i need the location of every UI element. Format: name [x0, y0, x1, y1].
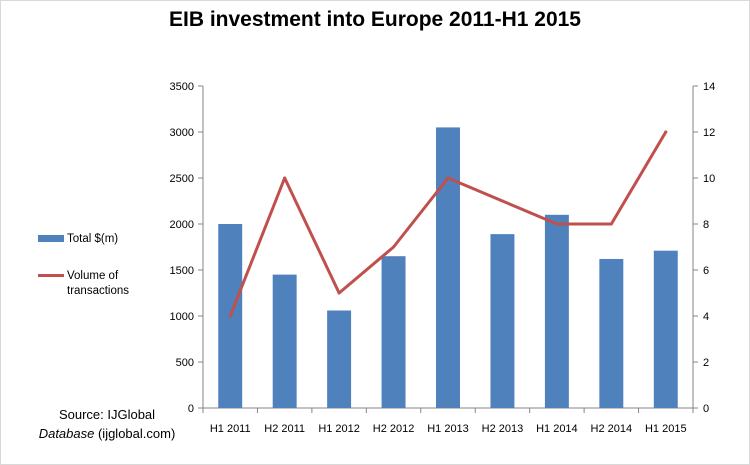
left-tick-label: 2500: [170, 173, 194, 185]
line-point: [337, 291, 341, 295]
bar: [490, 234, 515, 408]
left-tick-label: 1000: [170, 311, 194, 323]
legend-label-total: Total $(m): [67, 233, 119, 245]
bar: [544, 214, 569, 408]
x-tick-label: H2 2012: [373, 423, 415, 435]
x-tick-label: H1 2012: [318, 423, 360, 435]
left-tick-label: 3000: [170, 127, 194, 139]
line-point: [446, 176, 450, 180]
legend-swatch-bar: [38, 235, 64, 242]
x-tick-label: H1 2013: [427, 423, 469, 435]
x-tick-label: H2 2011: [264, 423, 305, 435]
left-tick-label: 1500: [170, 265, 194, 277]
right-tick-label: 14: [703, 81, 715, 93]
line-point: [664, 130, 668, 134]
chart-title: EIB investment into Europe 2011-H1 2015: [169, 8, 581, 31]
line-point: [500, 199, 504, 203]
left-tick-label: 3500: [170, 81, 194, 93]
bar: [436, 127, 460, 409]
bar: [381, 256, 406, 408]
right-tick-label: 6: [703, 265, 709, 277]
bar: [327, 310, 352, 408]
bar: [653, 250, 678, 408]
source-prefix: Source: IJGlobal: [58, 407, 156, 422]
source-note: Source: IJGlobal Database (ijglobal.com): [22, 405, 192, 443]
bar: [272, 274, 297, 408]
bar: [599, 258, 624, 408]
right-tick-label: 0: [703, 403, 709, 415]
right-tick-label: 10: [703, 173, 715, 185]
source-italic: Database: [38, 426, 95, 441]
left-tick-label: 500: [176, 357, 194, 369]
source-suffix: (ijglobal.com): [94, 426, 176, 441]
line-point: [283, 176, 287, 180]
left-tick-label: 2000: [170, 219, 194, 231]
line-point: [228, 314, 232, 318]
right-tick-label: 4: [703, 311, 709, 323]
x-tick-label: H2 2013: [482, 423, 524, 435]
left-tick-label: 0: [188, 403, 194, 415]
line-point: [609, 222, 613, 226]
right-tick-label: 2: [703, 357, 709, 369]
legend-swatch-line: [38, 274, 64, 277]
right-tick-label: 8: [703, 219, 709, 231]
legend-label-volume: Volume of transactions: [67, 270, 130, 297]
x-tick-label: H2 2014: [591, 423, 633, 435]
x-tick-label: H1 2015: [645, 423, 687, 435]
x-tick-label: H1 2011: [210, 423, 251, 435]
line-point: [392, 245, 396, 249]
x-tick-label: H1 2014: [536, 423, 578, 435]
right-tick-label: 12: [703, 127, 715, 139]
line-point: [555, 222, 559, 226]
